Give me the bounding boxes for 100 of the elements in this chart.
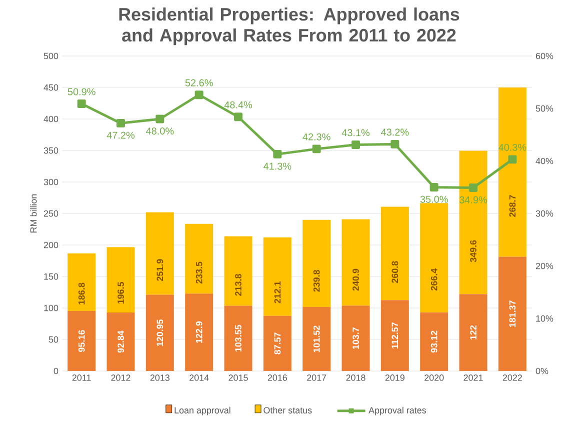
data-label: 47.2% — [106, 132, 135, 139]
total-label: 349.6 — [470, 240, 476, 262]
bar — [302, 307, 331, 371]
point — [116, 118, 125, 128]
y-tick-label: 50 — [48, 336, 58, 343]
bar — [459, 150, 488, 294]
x-tick-label: 2016 — [268, 374, 287, 381]
legend-label: Approval rates — [368, 406, 426, 416]
y-tick-label: 450 — [44, 84, 58, 91]
bar — [459, 294, 488, 371]
total-label: 196.5 — [118, 282, 124, 304]
bar — [342, 219, 370, 306]
data-label: 52.6% — [185, 79, 213, 86]
y2-tick-label: 40% — [536, 158, 554, 164]
total-label: 239.8 — [313, 270, 320, 292]
y-tick-label: 200 — [44, 242, 58, 248]
bar — [185, 294, 214, 371]
legend-label: Loan approval — [174, 406, 230, 416]
y2-tick-label: 10% — [536, 315, 554, 322]
data-label: 122.9 — [196, 321, 202, 343]
bar — [106, 312, 135, 371]
data-label: 112.57 — [392, 322, 398, 348]
data-label: 103.7 — [352, 328, 359, 349]
data-label: 50.9% — [68, 88, 96, 96]
point — [156, 114, 164, 124]
data-label: 93.12 — [430, 330, 438, 353]
y2-tick-label: 50% — [536, 105, 554, 112]
y-tick-label: 150 — [44, 273, 58, 280]
x-tick-label: 2012 — [111, 374, 130, 381]
data-label: 34.9% — [460, 196, 488, 204]
bar — [420, 312, 448, 371]
bar — [263, 316, 292, 371]
data-label: 42.3% — [302, 133, 330, 140]
y2-tick-label: 60% — [536, 52, 554, 60]
bar — [68, 253, 96, 312]
data-label: 43.1% — [342, 129, 370, 136]
y-tick-label: 400 — [44, 116, 58, 122]
data-label: 40.3% — [498, 144, 526, 151]
data-label: 181.37 — [509, 300, 516, 328]
x-tick-label: 2013 — [150, 374, 170, 381]
bar — [498, 256, 526, 371]
bar — [68, 311, 96, 371]
point — [390, 140, 400, 148]
bar — [342, 306, 370, 371]
y-axis-title: RM billion — [30, 194, 37, 232]
point — [77, 100, 86, 108]
bar — [263, 237, 292, 316]
y-tick-label: 300 — [44, 178, 58, 186]
x-tick-label: 2011 — [72, 374, 91, 381]
y-tick-label: 500 — [44, 52, 58, 60]
bar — [106, 247, 135, 313]
bar — [498, 87, 526, 257]
data-label: 101.52 — [313, 326, 320, 352]
point — [312, 144, 321, 154]
total-label: 186.8 — [78, 282, 85, 304]
x-tick-label: 2017 — [307, 374, 326, 381]
data-label: 103.55 — [235, 324, 242, 352]
point — [508, 155, 517, 164]
total-label: 233.5 — [196, 262, 202, 284]
bar — [224, 236, 252, 306]
bar — [224, 306, 252, 371]
y2-tick-label: 0% — [536, 368, 548, 374]
y2-tick-label: 30% — [536, 210, 554, 217]
x-tick-label: 2014 — [190, 374, 209, 381]
point — [352, 140, 360, 149]
bar — [380, 206, 409, 300]
data-label: 92.84 — [118, 330, 124, 353]
data-label: 35.0% — [420, 196, 448, 203]
x-tick-label: 2021 — [464, 374, 483, 381]
y-tick-label: 0 — [54, 368, 58, 374]
x-tick-label: 2020 — [424, 374, 444, 381]
bar — [302, 220, 331, 308]
y-tick-label: 100 — [44, 304, 58, 312]
bar — [146, 294, 174, 371]
total-label: 212.1 — [274, 281, 281, 304]
data-label: 95.16 — [78, 330, 85, 352]
x-tick-label: 2022 — [502, 374, 522, 381]
total-label: 266.4 — [430, 268, 438, 290]
bar — [146, 212, 174, 295]
x-tick-label: 2015 — [228, 374, 248, 381]
legend-label: Other status — [264, 406, 312, 414]
point — [469, 184, 478, 192]
total-label: 240.9 — [352, 268, 359, 291]
y-tick-label: 350 — [44, 147, 58, 154]
data-label: 122 — [470, 325, 476, 340]
point — [430, 183, 438, 192]
data-label: 268.7 — [509, 195, 516, 217]
total-label: 260.8 — [392, 261, 398, 283]
bar — [420, 203, 448, 312]
data-label: 43.2% — [381, 128, 409, 136]
point — [194, 90, 204, 100]
x-tick-label: 2018 — [346, 374, 366, 381]
total-label: 251.9 — [156, 259, 164, 281]
data-label: 120.95 — [156, 319, 164, 346]
point — [273, 150, 282, 158]
data-label: 48.4% — [224, 101, 252, 108]
data-label: 87.57 — [274, 332, 281, 354]
data-label: 48.0% — [146, 128, 174, 135]
bar — [380, 300, 409, 371]
y-tick-label: 250 — [44, 210, 58, 217]
